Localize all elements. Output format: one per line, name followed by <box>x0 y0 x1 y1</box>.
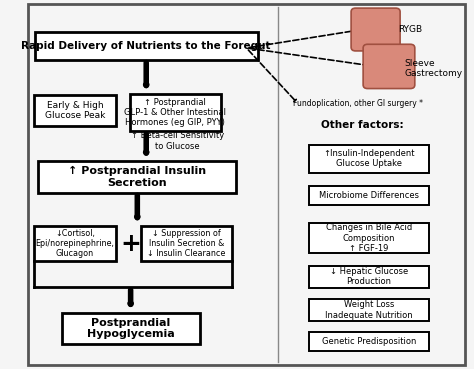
Text: ↓ Suppression of
Insulin Secretion &
↓ Insulin Clearance: ↓ Suppression of Insulin Secretion & ↓ I… <box>147 229 226 258</box>
FancyBboxPatch shape <box>62 313 200 344</box>
Text: ↓Cortisol,
Epi/norepinephrine,
Glucagon: ↓Cortisol, Epi/norepinephrine, Glucagon <box>36 229 114 258</box>
Text: Genetic Predisposition: Genetic Predisposition <box>322 337 416 346</box>
Text: Weight Loss
Inadequate Nutrition: Weight Loss Inadequate Nutrition <box>325 300 413 320</box>
Text: Other factors:: Other factors: <box>321 120 403 131</box>
Text: ↑ Beta-cell Sensitivity
to Glucose: ↑ Beta-cell Sensitivity to Glucose <box>131 131 224 151</box>
Text: Postprandial
Hypoglycemia: Postprandial Hypoglycemia <box>87 318 174 339</box>
Text: RYGB: RYGB <box>398 25 422 34</box>
FancyBboxPatch shape <box>309 332 429 351</box>
FancyBboxPatch shape <box>309 223 429 253</box>
FancyBboxPatch shape <box>38 162 237 193</box>
FancyBboxPatch shape <box>34 226 116 261</box>
FancyBboxPatch shape <box>35 32 257 60</box>
FancyBboxPatch shape <box>309 299 429 321</box>
FancyBboxPatch shape <box>129 94 221 131</box>
FancyBboxPatch shape <box>351 8 400 51</box>
Text: Changes in Bile Acid
Composition
↑ FGF-19: Changes in Bile Acid Composition ↑ FGF-1… <box>326 223 412 253</box>
Text: Rapid Delivery of Nutrients to the Foregut: Rapid Delivery of Nutrients to the Foreg… <box>21 41 271 51</box>
FancyBboxPatch shape <box>309 266 429 288</box>
Text: Fundoplication, other GI surgery *: Fundoplication, other GI surgery * <box>293 99 423 108</box>
Text: Early & High
Glucose Peak: Early & High Glucose Peak <box>45 101 105 120</box>
FancyBboxPatch shape <box>34 95 116 127</box>
Text: ↓ Hepatic Glucose
Production: ↓ Hepatic Glucose Production <box>330 267 408 286</box>
FancyBboxPatch shape <box>363 44 415 89</box>
Text: +: + <box>120 231 141 256</box>
Text: Sleeve
Gastrectomy: Sleeve Gastrectomy <box>404 59 463 78</box>
Text: ↑ Postprandial Insulin
Secretion: ↑ Postprandial Insulin Secretion <box>68 166 206 188</box>
FancyBboxPatch shape <box>309 145 429 173</box>
FancyBboxPatch shape <box>309 186 429 205</box>
Text: ↑Insulin-Independent
Glucose Uptake: ↑Insulin-Independent Glucose Uptake <box>323 149 415 168</box>
FancyBboxPatch shape <box>141 226 232 261</box>
Text: ↑ Postprandial
GLP-1 & Other Intestinal
Hormones (eg GIP, PYY): ↑ Postprandial GLP-1 & Other Intestinal … <box>124 98 226 127</box>
FancyBboxPatch shape <box>28 4 465 365</box>
Text: Microbiome Differences: Microbiome Differences <box>319 191 419 200</box>
